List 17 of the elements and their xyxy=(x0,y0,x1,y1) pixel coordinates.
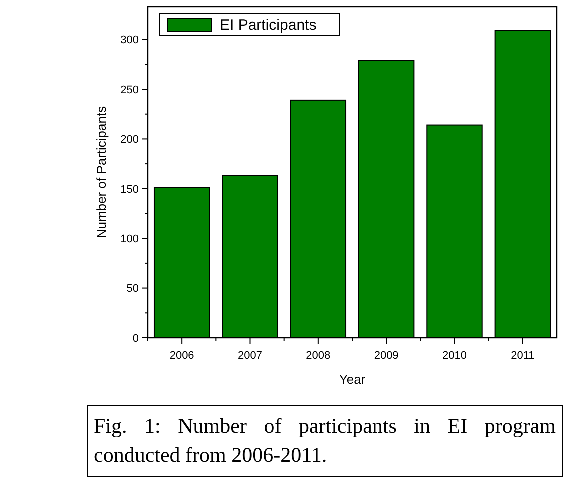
caption: Fig. 1: Number of participants in EI program conducted from 2006-2011. xyxy=(87,405,563,477)
y-tick-label: 300 xyxy=(120,34,139,47)
y-tick-label: 200 xyxy=(120,134,139,146)
y-tick-label: 250 xyxy=(120,84,139,96)
x-tick-label: 2008 xyxy=(306,350,331,362)
x-tick-label: 2009 xyxy=(374,350,399,362)
x-tick-label: 2010 xyxy=(442,350,467,362)
x-tick-label: 2007 xyxy=(238,350,262,362)
y-tick-label: 100 xyxy=(120,233,139,246)
y-tick-label: 0 xyxy=(132,332,139,345)
x-axis-title: Year xyxy=(339,372,366,387)
x-tick-label: 2011 xyxy=(511,350,535,362)
y-tick-label: 50 xyxy=(126,283,139,296)
legend-label: EI Participants xyxy=(220,17,317,34)
x-tick-label: 2006 xyxy=(170,350,194,362)
y-axis-title: Number of Participants xyxy=(94,106,109,239)
y-tick-label: 150 xyxy=(120,184,139,196)
